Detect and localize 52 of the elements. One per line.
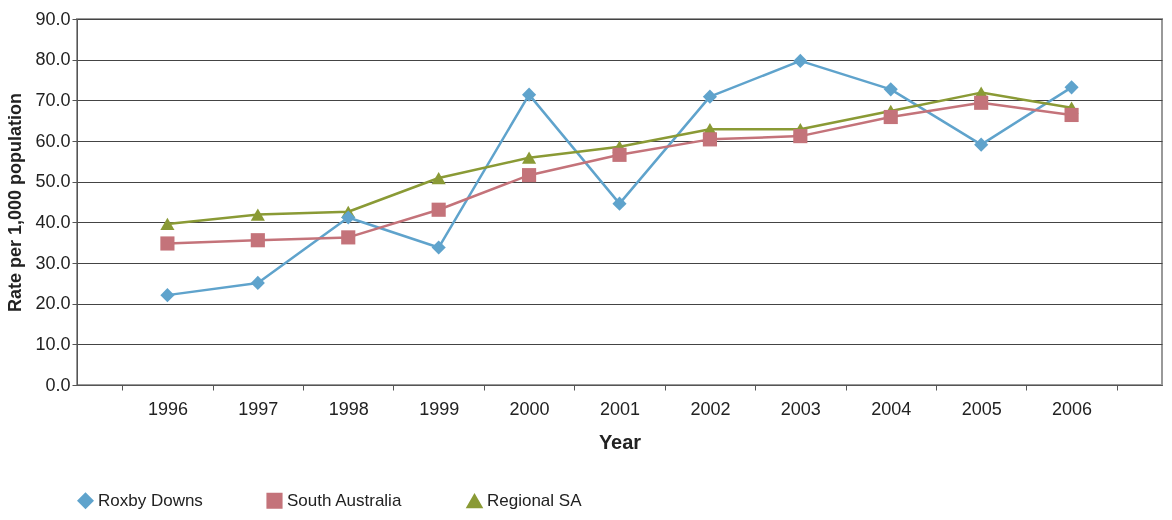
y-axis-title: Rate per 1,000 population	[5, 92, 26, 313]
point	[522, 168, 537, 183]
x-tick-label: 2005	[961, 398, 1002, 419]
point	[431, 240, 446, 255]
point	[522, 151, 537, 164]
point	[250, 275, 265, 290]
point	[883, 82, 898, 97]
x-tick-label: 2004	[871, 398, 912, 419]
point	[341, 210, 356, 225]
point	[612, 147, 627, 162]
y-tick-label: 50.0	[35, 171, 71, 192]
legend-label: Regional SA	[487, 491, 583, 511]
point	[1064, 80, 1079, 95]
point	[612, 196, 627, 211]
point	[341, 230, 356, 245]
point	[160, 217, 175, 231]
x-tick-label: 2000	[509, 398, 550, 419]
point	[793, 53, 808, 68]
y-tick-label: 0.0	[45, 374, 71, 395]
point	[793, 129, 808, 144]
point	[160, 236, 175, 251]
point	[1064, 107, 1079, 123]
point	[431, 171, 446, 185]
point	[250, 208, 265, 221]
point	[974, 137, 989, 152]
x-axis-title: Year	[598, 430, 642, 453]
point	[702, 89, 717, 104]
point	[522, 87, 537, 102]
point	[431, 202, 446, 217]
x-tick-label: 2002	[690, 398, 731, 419]
legend-label: South Australia	[287, 490, 402, 510]
y-tick-label: 10.0	[35, 333, 71, 354]
point	[883, 109, 898, 125]
x-tick-label: 2003	[780, 398, 821, 419]
point	[160, 288, 175, 303]
point	[250, 233, 265, 248]
y-tick-label: 30.0	[35, 252, 71, 273]
x-tick-label: 1998	[328, 398, 369, 419]
x-tick-label: 2006	[1052, 398, 1093, 419]
y-tick-label: 70.0	[35, 89, 71, 110]
y-tick-label: 80.0	[35, 49, 71, 70]
x-tick-label: 1999	[419, 398, 460, 419]
x-tick-label: 1996	[147, 398, 188, 419]
y-tick-label: 20.0	[35, 293, 71, 314]
point	[974, 95, 989, 110]
x-tick-label: 2001	[599, 398, 641, 419]
x-tick-label: 1997	[238, 398, 279, 419]
y-tick-label: 60.0	[35, 130, 71, 151]
y-tick-label: 40.0	[35, 211, 71, 232]
point	[702, 132, 717, 147]
y-tick-label: 90.0	[35, 8, 71, 29]
legend-label: Roxby Downs	[98, 490, 203, 510]
